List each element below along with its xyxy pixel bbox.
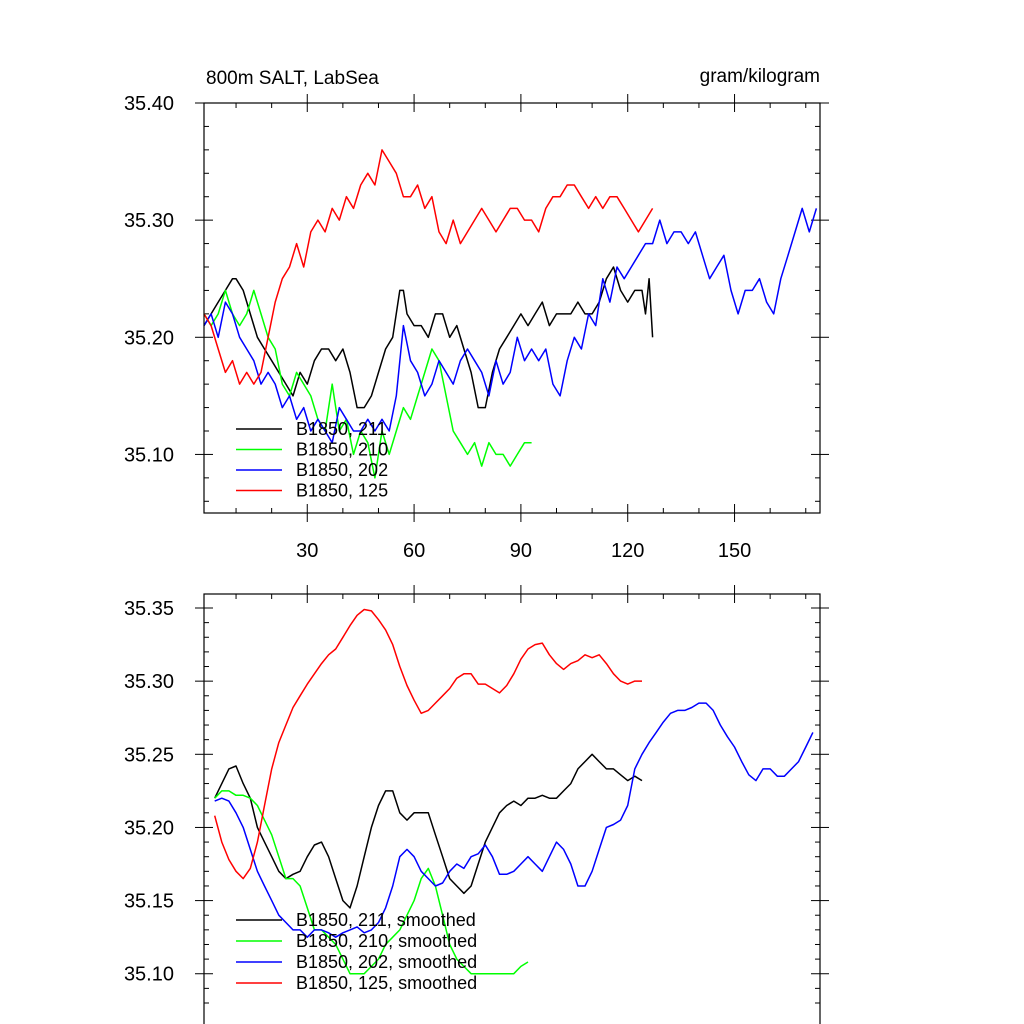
series-line-2 xyxy=(203,289,532,479)
bottom-plot-series xyxy=(213,608,814,975)
series-line-2 xyxy=(214,790,529,975)
bottom-panel: 35.10 35.15 35.20 35.25 35.30 35.35 B1850, 21… xyxy=(124,585,829,1024)
top-panel: 800m SALT, LabSea gram/kilogram 35.1035.… xyxy=(124,66,829,562)
legend-label: B1850, 202, smoothed xyxy=(296,952,477,972)
top-plot-series xyxy=(203,149,818,479)
y-tick-label: 35.40 xyxy=(124,93,174,115)
y-tick-label: 35.25 xyxy=(124,744,174,766)
x-tick-label: 90 xyxy=(510,540,532,562)
legend-label: B1850, 125, smoothed xyxy=(296,973,477,993)
bottom-axis-ticks xyxy=(195,585,829,1004)
series-line-4 xyxy=(203,149,654,385)
bottom-plot-frame xyxy=(203,593,821,1024)
x-tick-label: 60 xyxy=(403,540,425,562)
legend-label: B1850, 210 xyxy=(296,440,388,460)
top-x-tick-labels: 30 60 90 120 150 xyxy=(296,540,751,562)
y-tick-label: 35.35 xyxy=(124,598,174,620)
x-tick-label: 120 xyxy=(611,540,644,562)
series-line-3 xyxy=(214,702,814,938)
bottom-y-tick-labels: 35.10 35.15 35.20 35.25 35.30 35.35 xyxy=(124,598,174,986)
y-tick-label: 35.30 xyxy=(124,671,174,693)
y-tick-label: 35.20 xyxy=(124,327,174,349)
series-line-3 xyxy=(203,207,818,444)
x-tick-label: 150 xyxy=(718,540,751,562)
legend-label: B1850, 211, smoothed xyxy=(296,910,476,930)
y-tick-label: 35.10 xyxy=(124,444,174,466)
top-plot-frame xyxy=(203,102,821,514)
series-line-1 xyxy=(203,266,654,409)
y-tick-label: 35.10 xyxy=(124,964,174,986)
top-title-right: gram/kilogram xyxy=(700,66,820,87)
top-axis-ticks xyxy=(195,94,829,522)
top-title-left: 800m SALT, LabSea xyxy=(206,68,379,89)
top-y-tick-labels: 35.10 35.20 35.30 35.40 xyxy=(124,93,174,466)
series-line-4 xyxy=(213,608,642,880)
legend-label: B1850, 125 xyxy=(296,481,388,501)
legend-label: B1850, 211 xyxy=(296,419,387,439)
legend-label: B1850, 202 xyxy=(296,460,388,480)
y-tick-label: 35.20 xyxy=(124,817,174,839)
x-tick-label: 30 xyxy=(296,540,318,562)
legend-label: B1850, 210, smoothed xyxy=(296,931,477,951)
y-tick-label: 35.30 xyxy=(124,210,174,232)
y-tick-label: 35.15 xyxy=(124,891,174,913)
